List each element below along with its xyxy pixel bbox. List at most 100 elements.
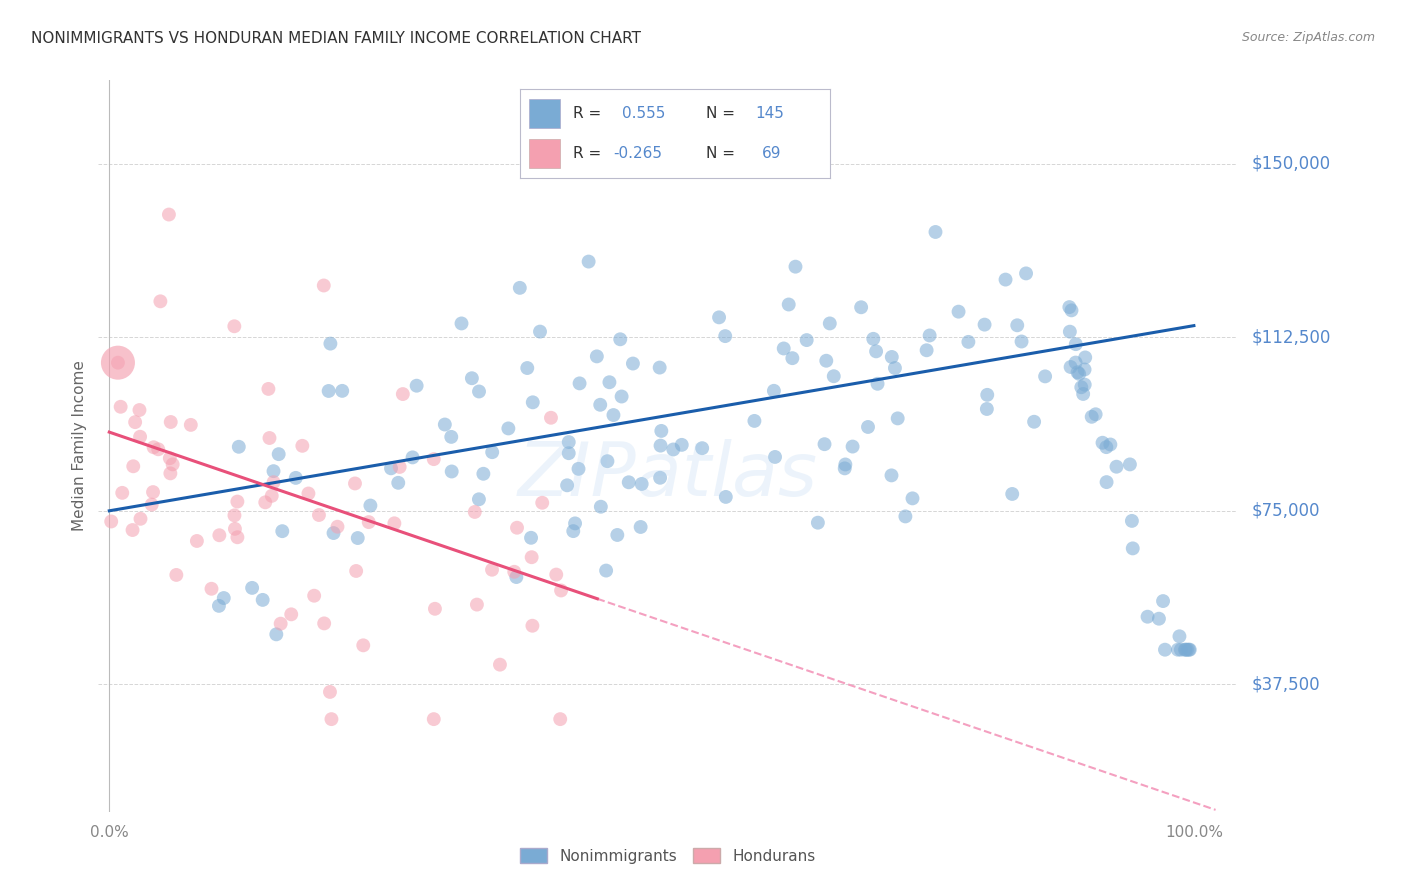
Point [359,499,381,513]
Text: 69: 69 [762,146,780,161]
Point [506,521,529,535]
Point [813,437,835,451]
Point [284,471,307,485]
Text: Source: ZipAtlas.com: Source: ZipAtlas.com [1241,31,1375,45]
Point [180,417,202,432]
Point [976,402,998,417]
Point [564,516,586,531]
Point [423,712,446,726]
Text: N =: N = [706,146,740,161]
Point [763,450,786,464]
Point [1073,377,1095,392]
Point [606,528,628,542]
Point [405,378,427,392]
Point [270,616,292,631]
Point [1011,334,1033,349]
Point [142,440,165,454]
Legend: Nonimmigrants, Hondurans: Nonimmigrants, Hondurans [513,842,823,870]
Point [880,350,903,364]
Point [796,333,818,347]
Point [503,565,526,579]
Point [948,304,970,318]
Point [1167,642,1189,657]
Point [602,408,624,422]
Point [1074,351,1097,365]
Point [450,317,472,331]
Point [308,508,330,522]
Point [516,361,538,376]
Point [894,509,917,524]
Point [915,343,938,358]
Point [1059,359,1081,374]
Point [841,440,863,454]
Point [648,360,671,375]
Text: $150,000: $150,000 [1251,154,1330,173]
Point [856,420,879,434]
Point [578,254,600,268]
Point [505,570,527,584]
Text: NONIMMIGRANTS VS HONDURAN MEDIAN FAMILY INCOME CORRELATION CHART: NONIMMIGRANTS VS HONDURAN MEDIAN FAMILY … [31,31,641,46]
Point [509,281,531,295]
Point [520,531,543,545]
Point [1178,642,1201,657]
Point [357,515,380,529]
Point [865,344,887,359]
Point [671,438,693,452]
Point [263,464,285,478]
Text: N =: N = [706,106,740,120]
Point [1095,440,1118,454]
Point [973,318,995,332]
Point [224,319,246,334]
Point [522,619,544,633]
Point [1105,459,1128,474]
Point [648,471,671,485]
Point [224,508,246,523]
Point [1154,642,1177,657]
Point [433,417,456,432]
Point [159,415,181,429]
Point [148,442,170,457]
Text: -0.265: -0.265 [613,146,662,161]
Point [690,441,713,455]
Point [318,384,340,398]
Point [558,435,581,450]
Point [352,638,374,652]
Point [567,462,589,476]
Point [785,260,807,274]
Point [957,334,980,349]
Point [650,424,672,438]
Point [110,400,132,414]
Point [267,447,290,461]
Point [343,476,366,491]
Point [461,371,484,385]
Point [522,395,544,409]
Point [1001,487,1024,501]
Text: R =: R = [572,106,606,120]
Point [1064,337,1087,351]
Point [550,583,572,598]
Point [918,328,941,343]
Text: R =: R = [572,146,606,161]
Text: $37,500: $37,500 [1251,675,1320,693]
Point [440,465,463,479]
Point [650,439,672,453]
Point [259,431,281,445]
Point [226,530,249,544]
Point [322,526,344,541]
Point [302,589,325,603]
Point [260,489,283,503]
Point [815,353,838,368]
Point [557,446,579,460]
Point [423,601,446,615]
Point [252,593,274,607]
Point [744,414,766,428]
Point [520,550,543,565]
Point [128,403,150,417]
Point [1007,318,1029,333]
Point [924,225,946,239]
Point [312,278,335,293]
Point [1033,369,1056,384]
Point [257,382,280,396]
Point [291,439,314,453]
Point [1147,612,1170,626]
